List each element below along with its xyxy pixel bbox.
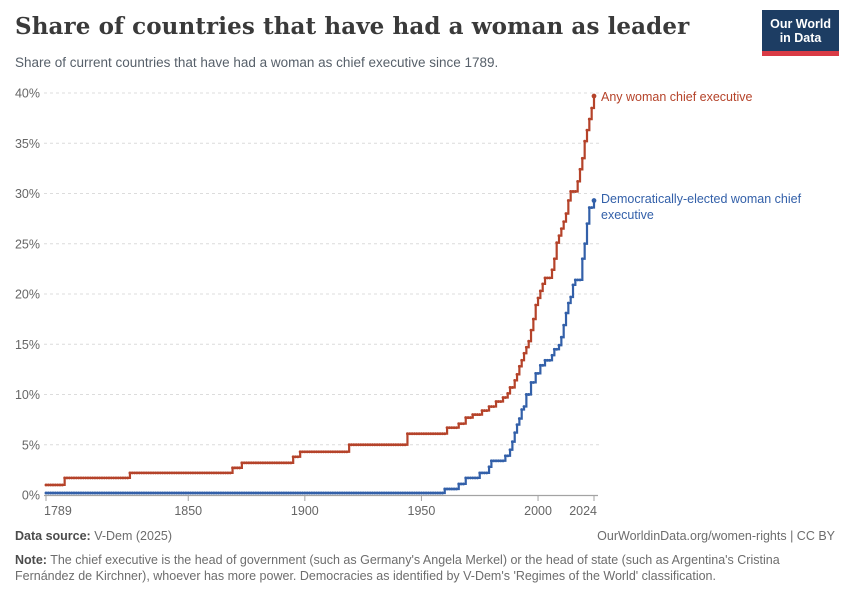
data-source-value: V-Dem (2025) [90,529,173,543]
series-label-democratic-line1: Democratically-elected woman chief [601,192,802,206]
data-source-label: Data source: [15,529,91,543]
series-label-any-woman: Any woman chief executive [601,90,801,106]
x-axis [44,494,598,501]
svg-text:30%: 30% [15,187,40,201]
svg-text:1850: 1850 [174,504,202,518]
chart-subtitle: Share of current countries that have had… [15,55,499,70]
footer: Data source: V-Dem (2025) OurWorldinData… [15,529,835,584]
y-axis-labels: 0% 5% 10% 15% 20% 25% 30% 35% 40% [15,87,40,503]
x-axis-labels: 1789 1850 1900 1950 2000 2024 [44,504,597,518]
series-label-democratic-line2: executive [601,207,654,222]
svg-text:2024: 2024 [569,504,597,518]
svg-text:10%: 10% [15,388,40,402]
svg-text:0%: 0% [22,489,40,503]
rights-text: OurWorldinData.org/women-rights | CC BY [597,529,835,543]
series-label-any-woman-text: Any woman chief executive [601,90,753,104]
svg-text:1950: 1950 [408,504,436,518]
note-text: The chief executive is the head of gover… [15,553,780,583]
series-label-democratic: Democratically-elected woman chief execu… [601,192,831,223]
series-markers-any-woman [44,94,596,487]
svg-text:1900: 1900 [291,504,319,518]
data-source: Data source: V-Dem (2025) [15,529,172,543]
svg-text:25%: 25% [15,237,40,251]
svg-text:5%: 5% [22,438,40,452]
series-line-democratic [46,198,597,495]
y-gridlines [44,92,600,446]
note-label: Note: [15,553,47,567]
svg-text:40%: 40% [15,87,40,101]
owid-logo: Our World in Data [762,10,839,56]
svg-text:2000: 2000 [524,504,552,518]
series-markers-democratic [44,199,596,495]
svg-text:15%: 15% [15,338,40,352]
owid-logo-line1: Our World [770,17,831,31]
data-source-row: Data source: V-Dem (2025) OurWorldinData… [15,529,835,543]
owid-logo-line2: in Data [779,31,822,46]
chart-title: Share of countries that have had a woman… [15,13,690,40]
series-line-any-woman [46,93,597,487]
svg-text:20%: 20% [15,288,40,302]
svg-text:35%: 35% [15,137,40,151]
note: Note: The chief executive is the head of… [15,552,833,584]
svg-text:1789: 1789 [44,504,72,518]
